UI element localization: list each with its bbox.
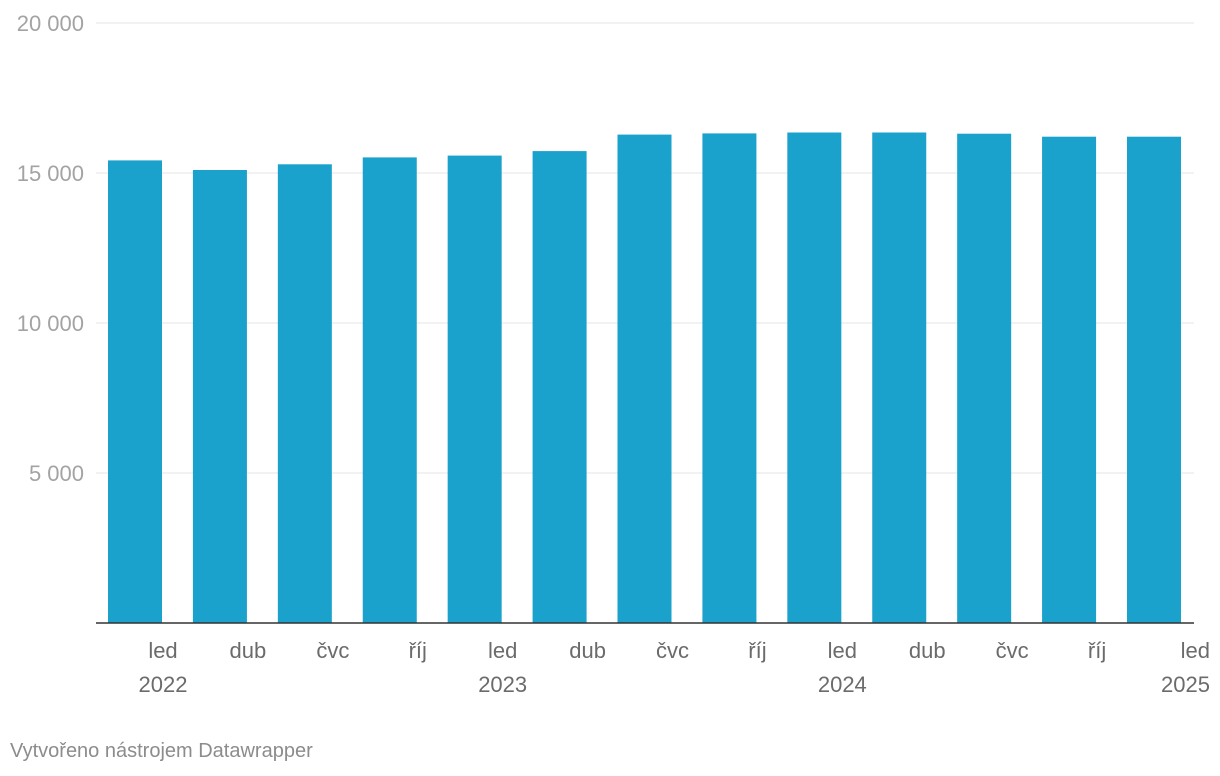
x-tick-label: led [148, 638, 177, 663]
x-tick-label: říj [748, 638, 766, 663]
bar [872, 132, 927, 623]
x-tick-label: čvc [996, 638, 1029, 663]
credit-text: Vytvořeno nástrojem Datawrapper [10, 740, 313, 762]
x-tick-label: říj [409, 638, 427, 663]
bar [1127, 136, 1181, 623]
bar [957, 133, 1012, 623]
x-tick-label: dub [569, 638, 606, 663]
bar [787, 132, 842, 623]
y-tick-label: 10 000 [17, 311, 84, 336]
x-tick-label: čvc [656, 638, 689, 663]
bar [108, 160, 162, 623]
y-axis-ticks: 5 000 10 000 15 000 20 000 [17, 11, 84, 486]
x-tick-label: led [1181, 638, 1210, 663]
x-tick-label: 2022 [139, 672, 188, 697]
y-tick-label: 5 000 [29, 461, 84, 486]
x-tick-label: led [488, 638, 517, 663]
x-tick-label: říj [1088, 638, 1106, 663]
bar [277, 164, 332, 624]
bars [108, 132, 1181, 624]
x-tick-label: čvc [316, 638, 349, 663]
bar [362, 157, 417, 623]
x-tick-label: led [828, 638, 857, 663]
y-tick-label: 15 000 [17, 161, 84, 186]
bar [1042, 136, 1097, 623]
bar [192, 170, 247, 623]
x-tick-label: 2023 [478, 672, 527, 697]
x-axis-ticks: led 2022 dub čvc říj led 2023 dub čvc říj led 2024 d… [139, 638, 1210, 697]
bar [617, 134, 672, 623]
bar [702, 133, 757, 623]
x-tick-label: dub [909, 638, 946, 663]
x-tick-label: 2025 [1161, 672, 1210, 697]
bar [447, 155, 502, 623]
x-tick-label: 2024 [818, 672, 867, 697]
x-tick-label: dub [230, 638, 267, 663]
bar [532, 151, 587, 623]
y-tick-label: 20 000 [17, 11, 84, 36]
